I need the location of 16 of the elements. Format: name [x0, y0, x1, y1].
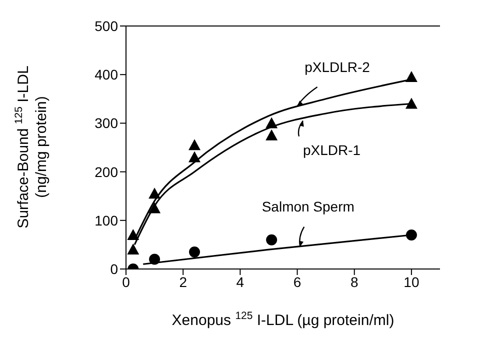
y-tick-label: 500 — [94, 18, 118, 34]
y-tick-label: 300 — [94, 115, 118, 132]
x-tick-label: 2 — [179, 274, 188, 290]
annotation: Salmon Sperm — [262, 198, 354, 215]
y-tick-label: 100 — [94, 212, 118, 228]
annotation: pXLDR-1 — [302, 142, 361, 158]
x-tick-label: 6 — [293, 274, 302, 290]
annotation: pXLDLR-2 — [304, 59, 370, 76]
x-tick-label: 8 — [350, 274, 358, 290]
x-tick-label: 10 — [404, 274, 420, 290]
y-tick-label: 0 — [110, 260, 118, 277]
x-tick-label: 0 — [122, 274, 130, 290]
y-tick-label: 200 — [94, 164, 118, 180]
x-axis-title: Xenopus $^{125}$I-LDL (µg protein/ml) — [172, 310, 394, 329]
y-tick-label: 400 — [94, 66, 118, 83]
x-tick-label: 4 — [236, 274, 244, 290]
